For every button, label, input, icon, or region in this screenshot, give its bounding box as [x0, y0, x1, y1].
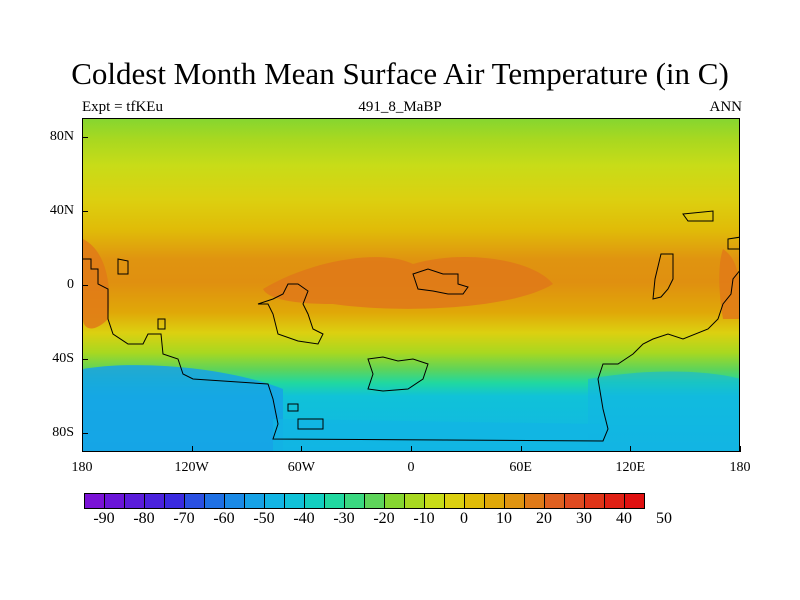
colorbar-label: -90	[93, 510, 115, 527]
colorbar-swatch	[224, 493, 245, 509]
colorbar-label: 20	[536, 510, 552, 527]
lat-tick-mark	[82, 433, 88, 435]
colorbar-swatch	[384, 493, 405, 509]
colorbar-label: 0	[460, 510, 468, 527]
colorbar-label: -40	[293, 510, 315, 527]
colorbar-label: -70	[173, 510, 195, 527]
coastlines	[83, 210, 739, 442]
colorbar-label: -50	[253, 510, 275, 527]
colorbar-label: -80	[133, 510, 155, 527]
lon-tick-label: 180	[729, 460, 751, 475]
map-canvas	[83, 119, 739, 451]
colorbar-swatch	[324, 493, 345, 509]
colorbar-swatch	[184, 493, 205, 509]
lat-tick-mark	[82, 136, 88, 138]
colorbar-label: 40	[616, 510, 632, 527]
lon-tick-mark	[82, 446, 83, 452]
colorbar-swatch	[444, 493, 465, 509]
colorbar-swatch	[84, 493, 105, 509]
colorbar-swatch	[484, 493, 505, 509]
colorbar-swatch	[204, 493, 225, 509]
lon-tick-mark	[630, 446, 632, 452]
experiment-label: Expt = tfKEu	[82, 99, 163, 115]
colorbar-swatch	[344, 493, 365, 509]
lon-tick-mark	[301, 446, 303, 452]
colorbar-swatch	[404, 493, 425, 509]
lat-tick-label: 40N	[49, 202, 74, 218]
lat-tick-label: 80S	[52, 425, 74, 441]
colorbar-swatch	[504, 493, 525, 509]
season-label: ANN	[709, 99, 743, 115]
lon-tick-label: 60E	[509, 460, 532, 475]
colorbar-swatch	[544, 493, 565, 509]
colorbar-swatch	[464, 493, 485, 509]
lon-tick-label: 0	[407, 460, 415, 475]
colorbar-swatch	[304, 493, 325, 509]
colorbar-swatch	[264, 493, 285, 509]
colorbar-label: -20	[373, 510, 395, 527]
colorbar-swatch	[624, 493, 645, 509]
lat-tick-label: 0	[67, 277, 74, 292]
lon-tick-mark	[520, 446, 522, 452]
colorbar-swatch	[284, 493, 305, 509]
temperature-map	[82, 118, 740, 452]
period-label: 491_8_MaBP	[358, 99, 442, 115]
lon-tick-mark	[191, 446, 193, 452]
lat-tick-mark	[82, 210, 88, 212]
colorbar-swatch	[364, 493, 385, 509]
colorbar-swatch	[604, 493, 625, 509]
colorbar-swatch	[144, 493, 165, 509]
lon-tick-label: 180	[71, 460, 93, 475]
colorbar-label: -30	[333, 510, 355, 527]
colorbar-swatch	[524, 493, 545, 509]
colorbar-swatch	[104, 493, 125, 509]
lon-tick-label: 60W	[287, 460, 315, 475]
lat-tick-label: 80N	[49, 128, 74, 144]
colorbar-label: 10	[496, 510, 512, 527]
colorbar-label: 50	[656, 510, 672, 527]
colorbar-swatch	[564, 493, 585, 509]
colorbar-label: -10	[413, 510, 435, 527]
lat-tick-mark	[82, 359, 88, 361]
lat-tick-label: 40S	[52, 351, 74, 367]
colorbar-swatch	[244, 493, 265, 509]
lon-tick-mark	[411, 446, 412, 452]
colorbar-swatch	[124, 493, 145, 509]
chart-title: Coldest Month Mean Surface Air Temperatu…	[71, 56, 729, 91]
colorbar-swatch	[164, 493, 185, 509]
lon-tick-mark	[740, 446, 741, 452]
colorbar-label: 30	[576, 510, 592, 527]
colorbar-swatch	[584, 493, 605, 509]
lon-tick-label: 120E	[615, 460, 646, 475]
colorbar-label: -60	[213, 510, 235, 527]
lat-tick-mark	[82, 285, 88, 286]
colorbar-swatch	[424, 493, 445, 509]
colorbar	[84, 493, 645, 509]
lon-tick-label: 120W	[174, 460, 209, 475]
